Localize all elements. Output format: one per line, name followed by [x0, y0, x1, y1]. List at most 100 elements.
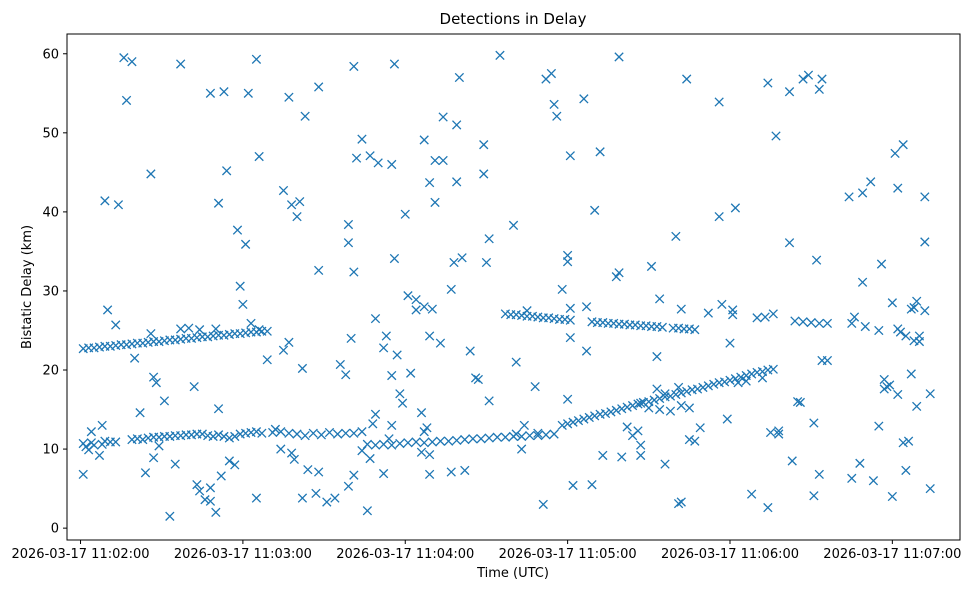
data-point: [322, 497, 332, 507]
data-point: [254, 151, 264, 162]
data-point: [730, 374, 741, 384]
data-point: [452, 177, 462, 187]
data-point: [278, 345, 289, 355]
data-point: [94, 450, 105, 461]
data-point: [308, 428, 318, 438]
data-point: [606, 407, 616, 417]
data-point: [692, 384, 703, 394]
scatter-marks: [78, 50, 935, 521]
data-point: [752, 313, 762, 323]
data-point: [728, 305, 738, 315]
data-point: [893, 183, 903, 193]
data-point: [446, 467, 456, 477]
data-point: [129, 353, 140, 363]
data-point: [722, 414, 732, 424]
data-point: [416, 408, 427, 418]
data-point: [286, 200, 297, 210]
data-point: [357, 445, 367, 456]
data-point: [175, 59, 186, 69]
data-point: [849, 312, 860, 322]
data-point: [587, 479, 597, 490]
data-point: [424, 331, 435, 341]
data-point: [682, 74, 692, 84]
data-point: [395, 438, 405, 449]
data-point: [138, 434, 148, 445]
data-point: [357, 427, 367, 437]
data-point: [525, 430, 535, 441]
data-point: [901, 465, 911, 476]
data-point: [817, 74, 827, 84]
data-point: [733, 378, 743, 388]
data-point: [300, 430, 310, 441]
data-point: [411, 437, 421, 447]
data-point: [925, 483, 935, 494]
data-point: [351, 153, 362, 163]
data-point: [349, 470, 359, 480]
data-point: [855, 458, 865, 468]
data-point: [251, 493, 262, 503]
y-tick-label: 40: [42, 205, 59, 220]
data-point: [511, 357, 521, 367]
y-axis: 0 10 20 30 40 50 60: [42, 47, 67, 537]
data-point: [314, 265, 324, 276]
data-point: [874, 421, 884, 431]
data-point: [579, 414, 589, 424]
data-point: [565, 151, 575, 161]
data-point: [460, 434, 470, 445]
data-point: [389, 59, 400, 69]
data-point: [484, 396, 494, 406]
data-point: [909, 302, 919, 313]
data-point: [435, 436, 446, 446]
data-point: [387, 370, 397, 381]
data-point: [111, 437, 121, 447]
data-point: [330, 493, 340, 503]
data-point: [652, 384, 662, 394]
data-point: [427, 304, 437, 314]
data-point: [803, 70, 814, 80]
data-point: [890, 148, 900, 159]
data-point: [703, 308, 713, 318]
data-point: [224, 433, 235, 443]
data-point: [814, 469, 824, 480]
data-point: [771, 131, 781, 141]
data-point: [636, 440, 646, 450]
data-point: [422, 423, 432, 433]
data-point: [533, 430, 543, 441]
data-point: [636, 450, 646, 461]
data-point: [622, 422, 632, 432]
data-point: [857, 188, 868, 198]
data-point: [516, 431, 527, 442]
data-point: [598, 450, 608, 461]
data-point: [546, 68, 557, 79]
x-tick-label: 2026-03-17 11:06:00: [661, 547, 799, 562]
data-point: [284, 428, 294, 438]
data-point: [633, 426, 643, 436]
x-tick-label: 2026-03-17 11:05:00: [499, 547, 637, 562]
data-point: [882, 381, 892, 392]
data-point: [184, 323, 194, 333]
data-point: [211, 507, 221, 517]
data-point: [809, 491, 819, 501]
data-point: [97, 420, 107, 431]
data-point: [719, 377, 730, 387]
data-point: [484, 433, 494, 443]
data-point: [519, 420, 529, 431]
data-point: [189, 381, 199, 392]
data-point: [476, 434, 486, 444]
data-point: [660, 389, 670, 399]
data-point: [595, 147, 605, 157]
data-point: [784, 238, 795, 248]
data-point: [676, 400, 686, 411]
data-point: [365, 453, 375, 464]
data-point: [798, 74, 808, 84]
data-point: [211, 324, 221, 334]
data-point: [847, 318, 857, 329]
data-point: [341, 370, 351, 380]
data-point: [232, 225, 243, 235]
data-point: [581, 346, 592, 356]
data-point: [295, 196, 305, 207]
data-point: [565, 315, 575, 325]
data-point: [165, 511, 175, 521]
data-point: [230, 460, 240, 470]
data-point: [920, 192, 930, 202]
